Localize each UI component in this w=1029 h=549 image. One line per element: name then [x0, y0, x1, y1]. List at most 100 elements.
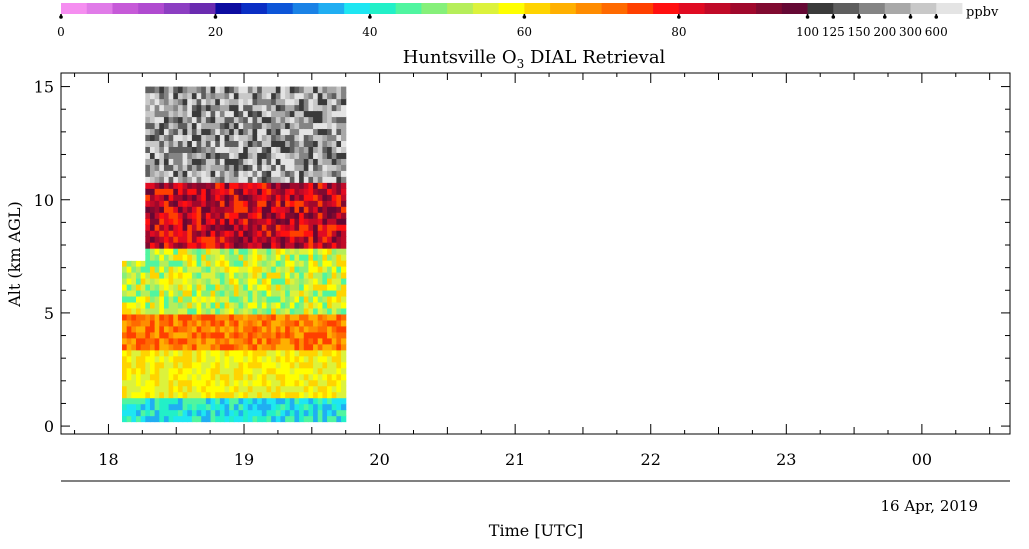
heatmap-cell: [229, 158, 235, 165]
heatmap-cell: [280, 188, 286, 195]
heatmap-cell: [191, 152, 198, 159]
heatmap-cell: [294, 373, 300, 381]
heatmap-cell: [205, 146, 212, 153]
heatmap-cell: [247, 188, 254, 195]
heatmap-cell: [275, 116, 282, 124]
heatmap-cell: [317, 307, 323, 315]
heatmap-cell: [275, 415, 282, 423]
heatmap-cell: [289, 301, 296, 309]
heatmap-cell: [271, 313, 277, 321]
heatmap-cell: [252, 206, 258, 213]
heatmap-cell: [336, 313, 342, 321]
heatmap-cell: [238, 92, 244, 100]
heatmap-cell: [331, 331, 337, 339]
heatmap-cell: [341, 164, 347, 171]
heatmap-cell: [187, 349, 193, 357]
heatmap-cell: [140, 415, 146, 423]
heatmap-cell: [219, 385, 226, 393]
heatmap-cell: [271, 236, 277, 243]
heatmap-cell: [205, 236, 212, 243]
heatmap-cell: [182, 122, 188, 130]
heatmap-cell: [252, 188, 258, 195]
heatmap-cell: [145, 385, 151, 393]
heatmap-cell: [140, 313, 146, 321]
heatmap-cell: [182, 283, 188, 291]
heatmap-cell: [159, 122, 165, 130]
colorbar-swatch: [472, 3, 500, 14]
heatmap-cell: [280, 134, 286, 142]
heatmap-cell: [191, 373, 198, 381]
heatmap-cell: [266, 301, 272, 309]
heatmap-cell: [219, 277, 226, 285]
heatmap-cell: [210, 146, 216, 153]
heatmap-cell: [238, 134, 244, 142]
heatmap-cell: [187, 212, 193, 219]
heatmap-cell: [294, 194, 300, 201]
heatmap-cell: [303, 116, 310, 124]
colorbar-swatch: [756, 3, 783, 14]
heatmap-cell: [205, 295, 212, 303]
heatmap-cell: [177, 361, 184, 369]
heatmap-cell: [201, 152, 207, 159]
heatmap-cell: [331, 272, 337, 279]
heatmap-cell: [159, 248, 165, 255]
heatmap-cell: [285, 397, 291, 405]
heatmap-cell: [271, 164, 277, 171]
heatmap-cell: [229, 242, 235, 249]
heatmap-cell: [247, 385, 254, 393]
heatmap-cell: [317, 379, 323, 387]
heatmap-cell: [322, 260, 328, 267]
heatmap-cell: [229, 319, 235, 327]
heatmap-cell: [215, 188, 221, 195]
heatmap-cell: [149, 391, 156, 399]
heatmap-cell: [191, 146, 198, 153]
heatmap-cell: [275, 86, 282, 94]
heatmap-cell: [257, 385, 263, 393]
heatmap-cell: [145, 260, 151, 267]
heatmap-cell: [336, 134, 342, 142]
colorbar-swatch: [704, 3, 731, 14]
heatmap-cell: [261, 319, 268, 327]
heatmap-cell: [271, 104, 277, 112]
heatmap-cell: [308, 218, 314, 225]
colorbar-swatch: [138, 3, 165, 14]
heatmap-cell: [122, 313, 128, 321]
heatmap-cell: [163, 182, 170, 189]
heatmap-cell: [341, 283, 347, 291]
heatmap-cell: [154, 188, 160, 195]
heatmap-cell: [331, 307, 337, 315]
heatmap-cell: [252, 415, 258, 423]
heatmap-cell: [327, 307, 333, 315]
heatmap-cell: [271, 212, 277, 219]
heatmap-cell: [257, 236, 263, 243]
heatmap-cell: [294, 385, 300, 393]
heatmap-cell: [210, 86, 216, 94]
heatmap-cell: [126, 355, 132, 363]
heatmap-cell: [317, 373, 323, 381]
heatmap-cell: [322, 319, 328, 327]
heatmap-cell: [135, 301, 142, 309]
heatmap-cell: [182, 134, 188, 142]
heatmap-cell: [177, 295, 184, 303]
heatmap-cell: [257, 373, 263, 381]
heatmap-cell: [219, 146, 226, 153]
heatmap-cell: [289, 403, 296, 411]
heatmap-cell: [205, 116, 212, 124]
heatmap-cell: [303, 313, 310, 321]
heatmap-cell: [173, 277, 179, 285]
heatmap-cell: [215, 301, 221, 309]
heatmap-cell: [191, 295, 198, 303]
heatmap-cell: [145, 182, 151, 189]
heatmap-cell: [257, 319, 263, 327]
heatmap-cell: [266, 236, 272, 243]
heatmap-cell: [140, 319, 146, 327]
heatmap-cell: [159, 236, 165, 243]
heatmap-cell: [313, 248, 319, 255]
heatmap-cell: [215, 379, 221, 387]
heatmap-cell: [285, 194, 291, 201]
heatmap-cell: [149, 373, 156, 381]
heatmap-cell: [280, 379, 286, 387]
heatmap-cell: [173, 236, 179, 243]
heatmap-cell: [154, 170, 160, 177]
heatmap-cell: [294, 248, 300, 255]
